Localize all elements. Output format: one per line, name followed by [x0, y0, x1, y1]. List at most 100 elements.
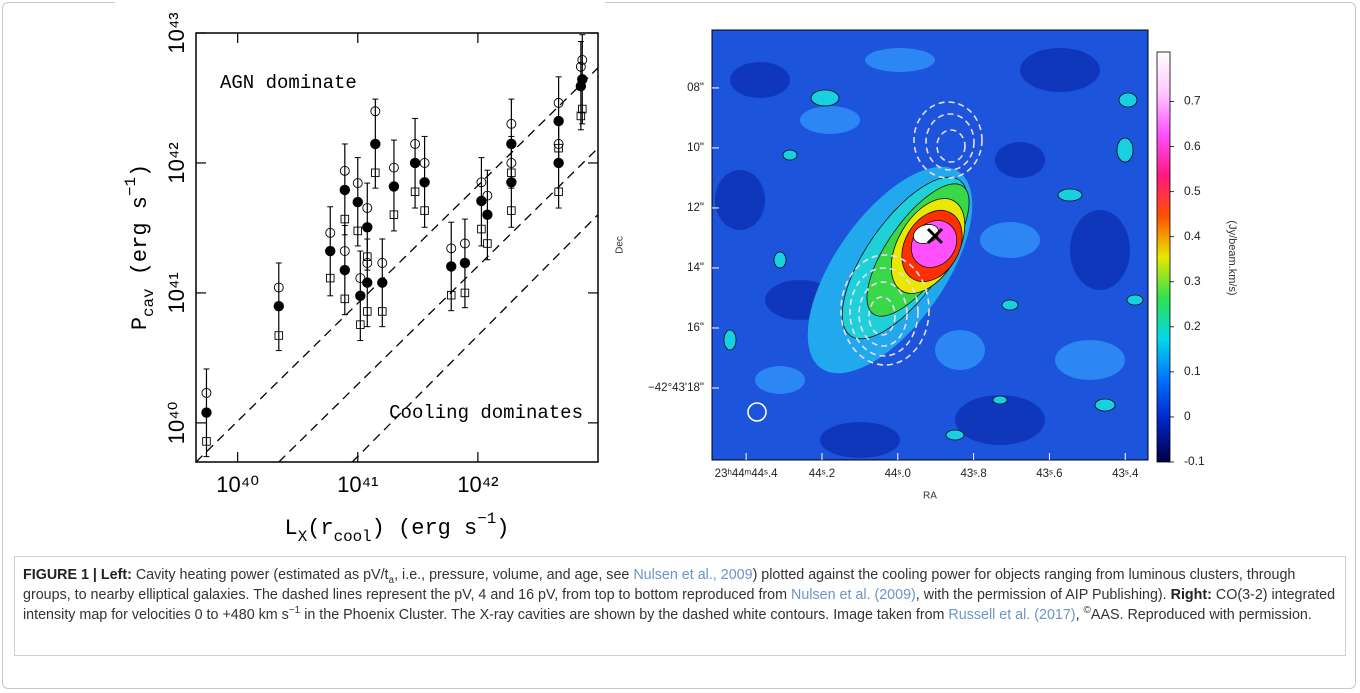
y-tick-label: 12" — [687, 202, 704, 214]
caption-plain: , i.e., pressure, volume, and age, see — [394, 567, 634, 583]
x-tick-label: 10⁴⁰ — [216, 472, 259, 497]
x-tick-label: 23ʰ44ᵐ44ˢ.4 — [715, 468, 778, 480]
point — [446, 261, 457, 272]
point — [363, 307, 372, 316]
point — [201, 407, 212, 418]
caption-plain: ) plotted against the cooling power for … — [23, 567, 1296, 603]
caption-sup: −1 — [288, 605, 301, 617]
y-tick-label: 10⁴³ — [164, 12, 189, 53]
x-tick-label: 10⁴² — [457, 472, 498, 497]
x-axis-label: RA — [923, 491, 937, 502]
figure: 10⁴⁰ 10⁴¹ 10⁴² 10⁴⁰ 10⁴¹ 10⁴² 10⁴³ LX(rcool) (e… — [122, 12, 1239, 547]
point — [410, 187, 420, 197]
intensity-map-image — [712, 30, 1148, 460]
x-tick-label: 43ˢ.4 — [1112, 468, 1139, 480]
point — [371, 168, 380, 178]
caption-bold: Right: — [1170, 587, 1212, 603]
left-plot-frame — [195, 32, 599, 463]
caption-bold: FIGURE 1 | Left: — [23, 567, 132, 583]
point — [362, 222, 373, 233]
caption-link[interactable]: Nulsen et al. (2009) — [791, 587, 916, 603]
point — [325, 273, 335, 283]
point — [506, 118, 517, 129]
x-tick-label: 43ˢ.8 — [960, 468, 986, 480]
point — [370, 106, 381, 117]
caption-sub: a — [388, 574, 395, 586]
point — [340, 294, 350, 304]
colorbar-tick-label: 0 — [1184, 409, 1191, 423]
y-tick-label: −42°43'18" — [648, 382, 704, 394]
x-tick-label: 10⁴¹ — [337, 472, 378, 497]
y-tick-label: 10⁴⁰ — [164, 401, 189, 444]
caption-plain: CO(3-2) integrated intensity map for vel… — [23, 587, 1336, 623]
label-part: P — [128, 317, 153, 330]
point — [274, 331, 284, 340]
point — [352, 196, 363, 208]
colorbar-tick-label: 0.7 — [1184, 94, 1201, 108]
point — [419, 177, 430, 188]
y-tick-label: 10⁴¹ — [164, 272, 189, 313]
map-frame — [711, 29, 1149, 461]
point — [202, 437, 211, 446]
point — [575, 61, 586, 72]
point — [553, 157, 564, 169]
point — [388, 181, 400, 192]
point — [325, 245, 336, 257]
point — [339, 246, 350, 256]
point — [476, 177, 487, 188]
colorbar-tick-label: 0.5 — [1184, 184, 1201, 198]
point — [355, 290, 366, 302]
point — [370, 138, 381, 150]
label-part: cool — [334, 528, 372, 546]
point — [506, 177, 517, 188]
x-axis-label: LX(rcool) (erg s−1) — [285, 510, 510, 546]
label-part: (r — [307, 516, 333, 541]
point — [483, 239, 492, 248]
point — [339, 165, 350, 176]
caption-plain: , — [1075, 607, 1084, 623]
point — [446, 290, 456, 300]
label-part: ) (erg s — [372, 516, 478, 541]
point — [409, 157, 421, 169]
point — [553, 97, 564, 108]
point — [459, 257, 471, 269]
point — [576, 111, 586, 121]
point — [446, 243, 457, 254]
point — [419, 158, 430, 168]
colorbar-tick-label: -0.1 — [1184, 454, 1205, 468]
caption-link[interactable]: Russell et al. (2017) — [948, 607, 1076, 623]
y-tick-label: 08" — [687, 82, 704, 94]
point — [389, 210, 399, 219]
point — [362, 203, 373, 213]
point — [459, 238, 470, 249]
point — [388, 162, 399, 173]
caption-link[interactable]: Nulsen et al., 2009 — [633, 567, 753, 583]
point — [507, 206, 516, 215]
y-tick-label: 10" — [687, 142, 704, 154]
reference-line — [196, 67, 598, 462]
label-part: −1 — [122, 177, 140, 196]
point — [363, 252, 372, 261]
y-tick-label: 14" — [687, 262, 704, 274]
point — [507, 168, 516, 178]
point — [273, 282, 284, 293]
point — [362, 277, 373, 288]
point — [362, 258, 373, 268]
point — [378, 307, 387, 316]
caption-sup: © — [1083, 605, 1091, 617]
point — [273, 301, 284, 312]
point — [356, 320, 365, 329]
point — [554, 143, 563, 153]
point — [460, 288, 470, 298]
point — [506, 158, 517, 168]
y-tick-label: 16" — [687, 322, 704, 334]
x-tick-label: 43ˢ.6 — [1036, 468, 1062, 480]
caption-plain: AAS. Reproduced with permission. — [1090, 607, 1312, 623]
point — [553, 139, 564, 149]
point — [377, 277, 388, 288]
figure-caption: FIGURE 1 | Left: Cavity heating power (e… — [14, 556, 1346, 656]
reference-line — [351, 214, 598, 462]
point — [482, 190, 493, 201]
colorbar-label: (Jy/beam.km/s) — [1226, 220, 1238, 295]
caption-plain: Cavity heating power (estimated as pV/t — [131, 567, 389, 583]
